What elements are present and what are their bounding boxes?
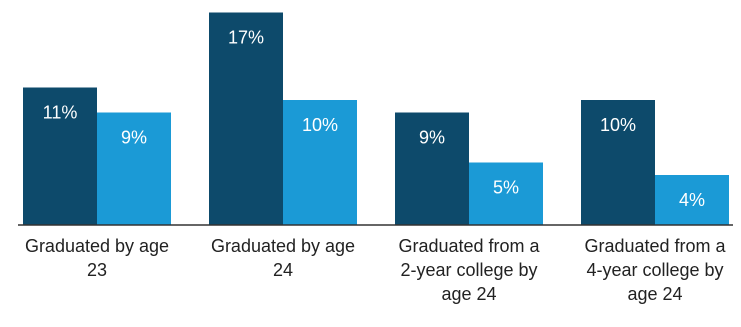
category-label: Graduated from a 4-year college by age 2… (584, 236, 726, 304)
value-label: 11% (43, 102, 78, 122)
bar (469, 162, 543, 225)
category-label: Graduated from a 2-year college by age 2… (398, 236, 540, 304)
bar (581, 100, 655, 225)
category-label: Graduated by age 23 (24, 236, 170, 280)
bar (209, 12, 283, 225)
value-label: 17% (228, 27, 264, 47)
bar (283, 100, 357, 225)
value-label: 9% (121, 127, 147, 147)
value-label: 10% (600, 115, 636, 135)
bar (395, 112, 469, 225)
value-label: 10% (302, 115, 338, 135)
bar (97, 112, 171, 225)
value-label: 5% (493, 177, 519, 197)
category-label: Graduated by age 24 (210, 236, 356, 280)
value-label: 4% (679, 190, 705, 210)
bar (23, 87, 97, 225)
value-label: 9% (419, 127, 445, 147)
bar (655, 175, 729, 225)
